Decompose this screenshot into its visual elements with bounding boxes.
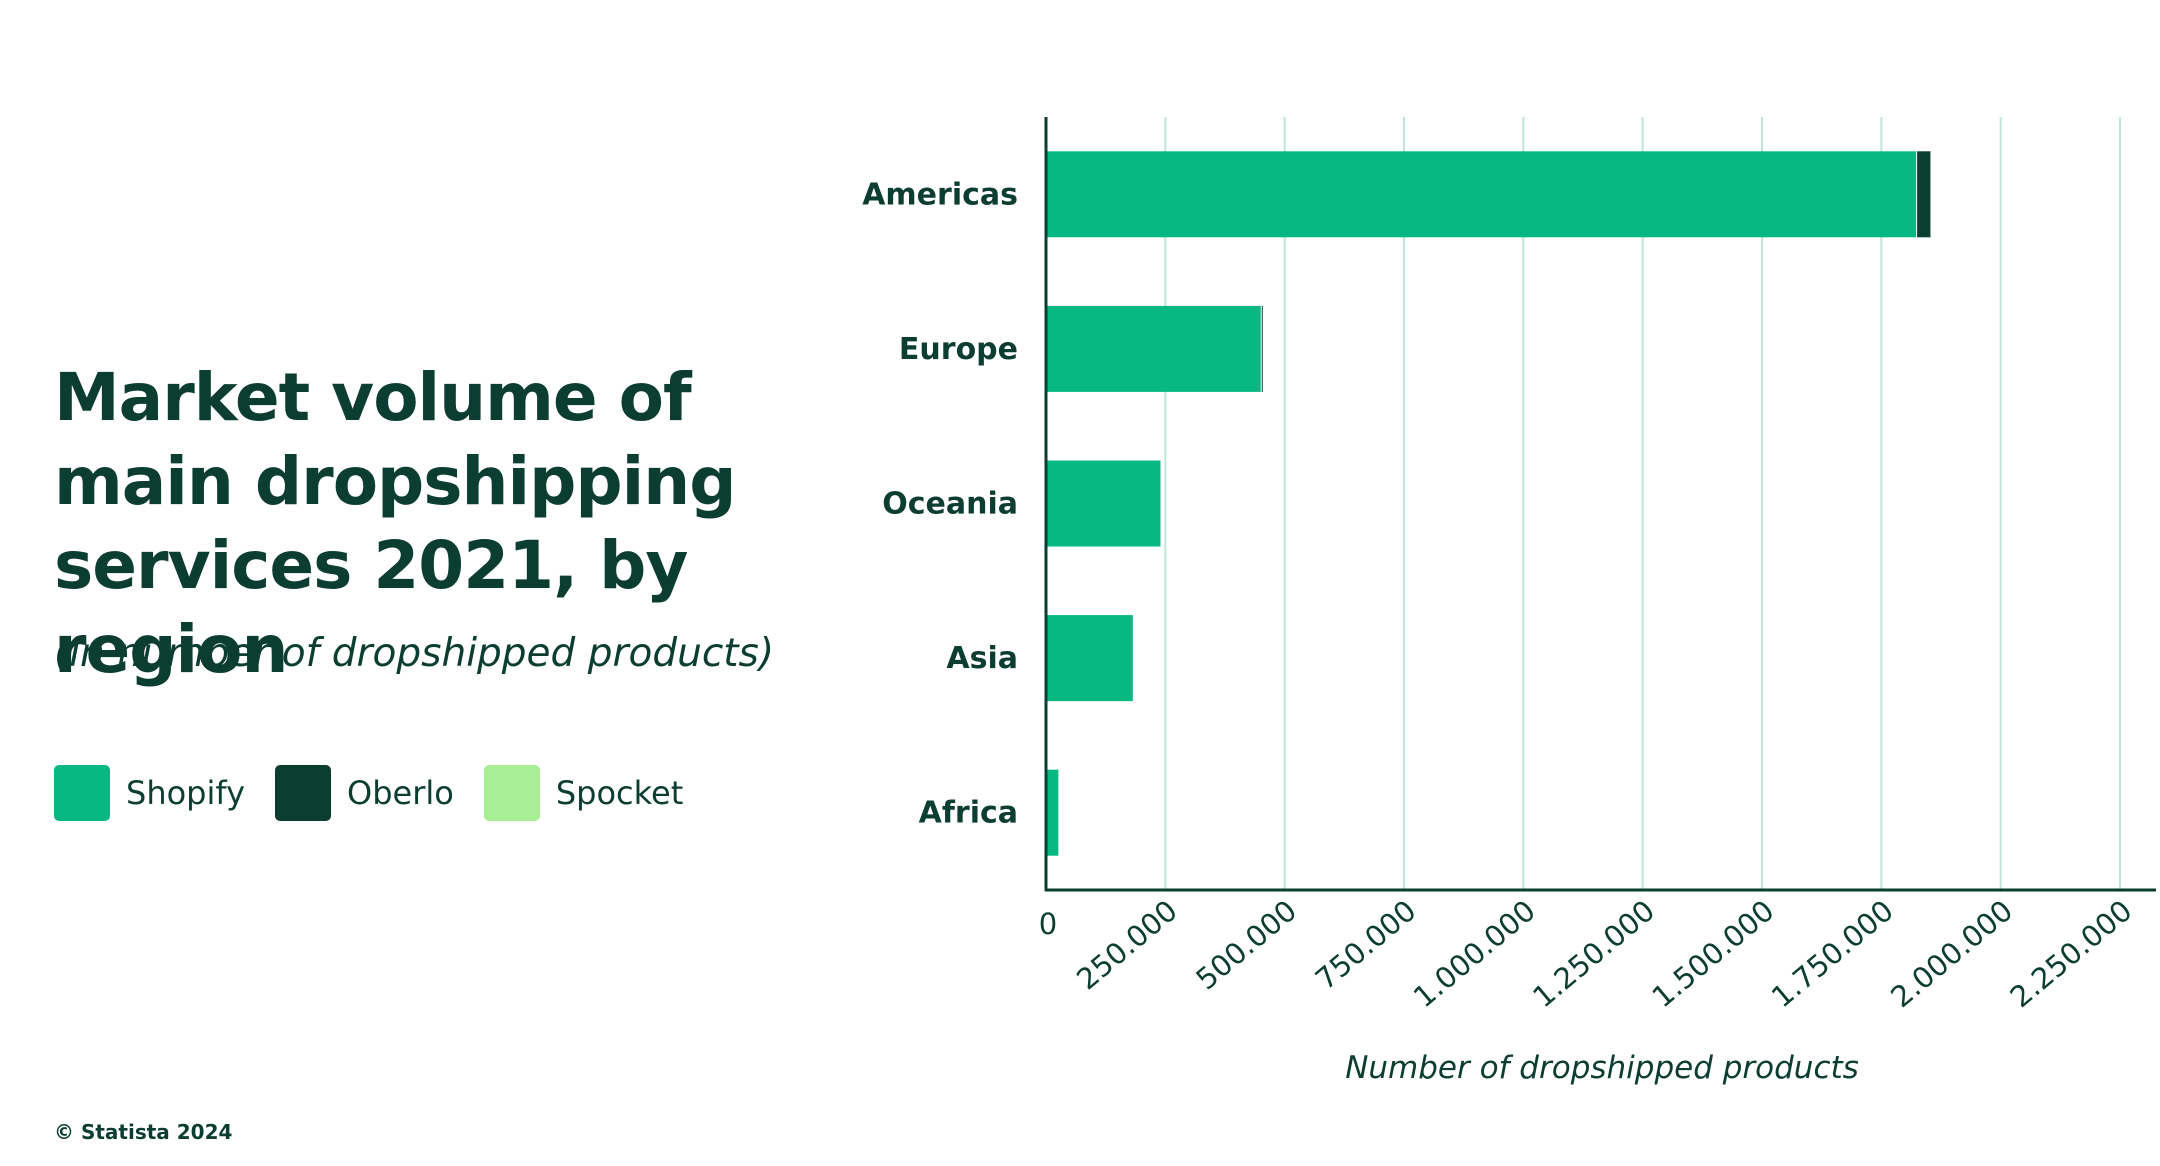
legend-swatch-shopify [54,765,110,821]
chart-title: Market volume of main dropshipping servi… [54,359,737,688]
legend-item-oberlo[interactable]: Oberlo [275,765,454,821]
category-label-europe: Europe [899,332,1018,367]
x-tick-label-7: 1.750.000 [1765,893,1900,1014]
x-tick-label-8: 2.000.000 [1884,893,2019,1014]
legend-label-oberlo: Oberlo [347,774,454,812]
bar-americas-shopify [1046,151,1918,238]
x-tick-label-9: 2.250.000 [2004,893,2139,1014]
bar-asia-shopify [1046,615,1134,702]
x-tick-label-4: 1.000.000 [1407,893,1542,1014]
category-label-americas: Americas [862,177,1018,212]
legend-swatch-oberlo [275,765,332,821]
bar-africa-shopify [1046,769,1060,856]
x-tick-label-5: 1.250.000 [1526,893,1661,1014]
category-label-africa: Africa [919,796,1018,831]
legend-label-spocket: Spocket [555,774,684,812]
legend-label-shopify: Shopify [126,774,246,812]
x-tick-label-6: 1.500.000 [1646,893,1781,1014]
bar-oceania-shopify [1046,460,1162,547]
bar-europe-shopify [1046,305,1262,392]
legend-item-spocket[interactable]: Spocket [483,765,684,821]
legend-item-shopify[interactable]: Shopify [54,765,245,821]
x-axis-title: Number of dropshipped products [1345,1050,1859,1086]
copyright-notice: © Statista 2024 [54,1120,233,1144]
x-tick-label-0: 0 [1039,907,1057,941]
category-label-asia: Asia [946,641,1018,676]
category-label-oceania: Oceania [882,487,1018,522]
x-tick-label-2: 500.000 [1189,893,1303,996]
x-tick-label-3: 750.000 [1309,893,1423,996]
legend-swatch-spocket [483,765,540,821]
x-tick-label-1: 250.000 [1070,893,1184,996]
chart-subtitle: (in number of dropshipped products) [54,631,775,676]
legend: Shopify Oberlo Spocket [54,765,713,821]
bar-americas-oberlo [1917,151,1932,238]
